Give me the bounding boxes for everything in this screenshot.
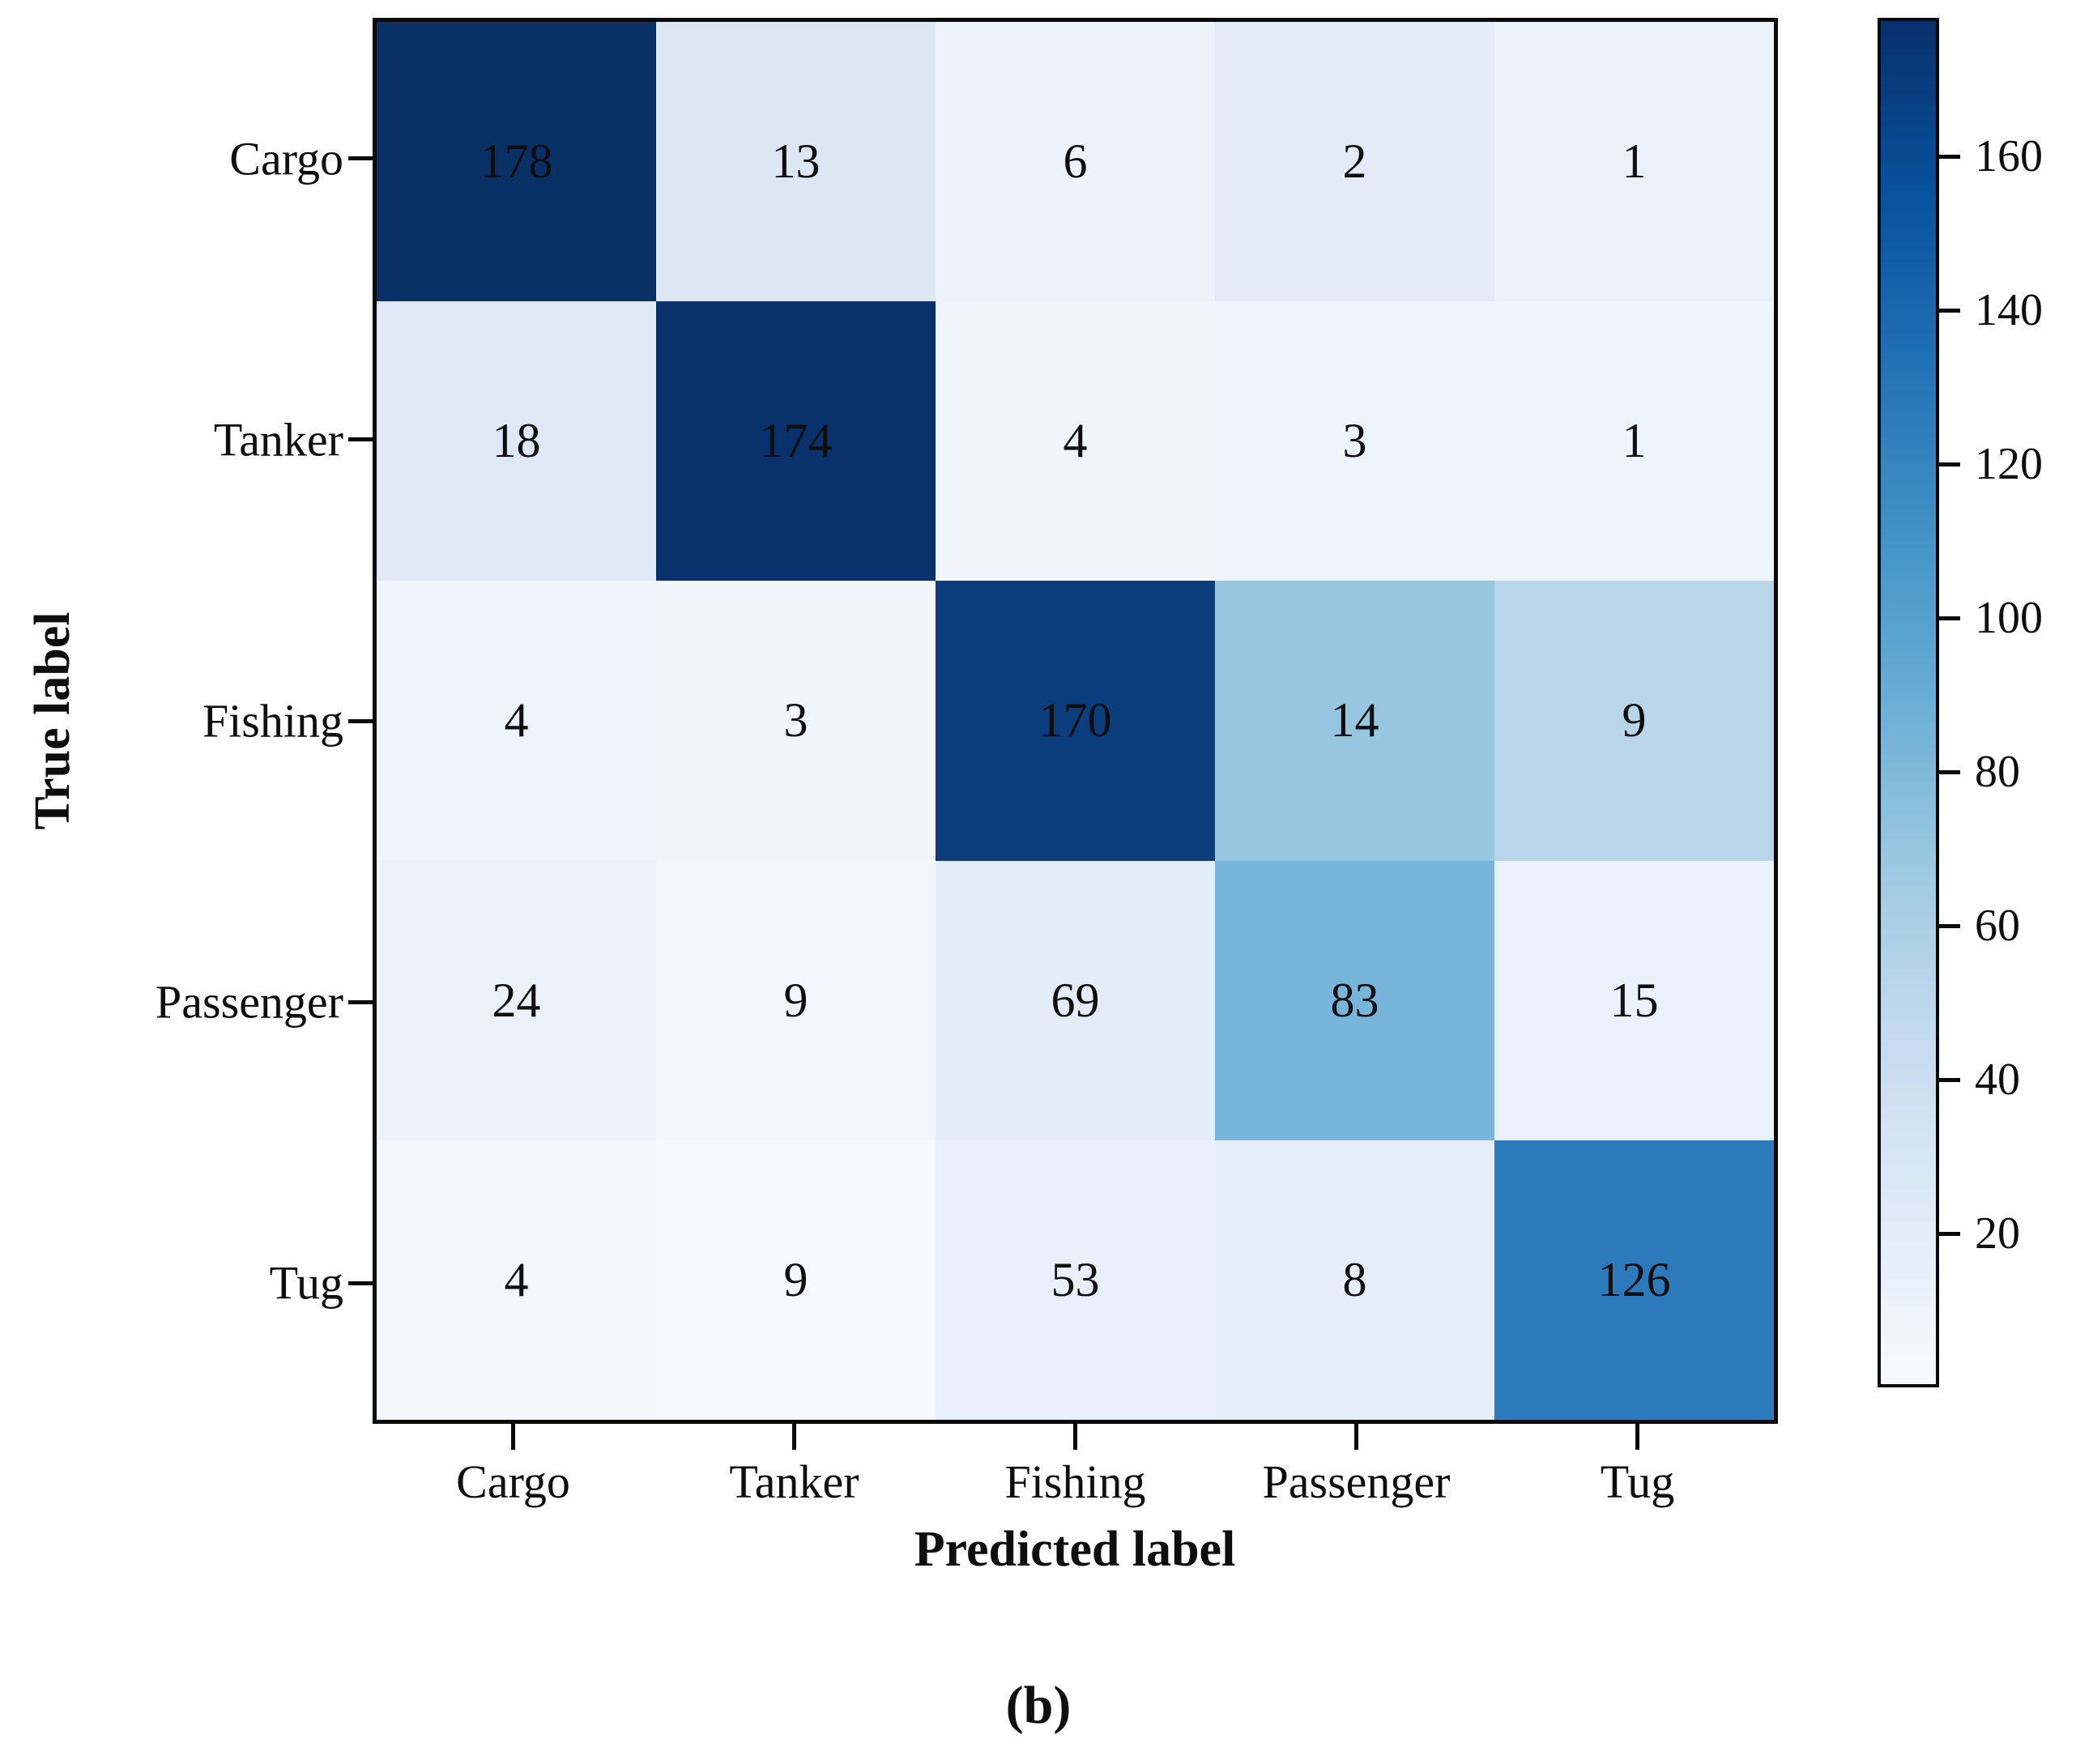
x-axis-tick [1073, 1424, 1077, 1450]
y-axis-tick [348, 1280, 373, 1285]
heatmap-cell: 83 [1215, 860, 1494, 1140]
colorbar-tick-label: 40 [1975, 1055, 2020, 1105]
x-axis-tick-label: Passenger [1262, 1455, 1451, 1508]
x-axis-tick [511, 1424, 515, 1450]
heatmap-cell: 4 [377, 1140, 656, 1420]
y-axis-tick [348, 718, 373, 723]
y-axis-tick-label: Passenger [156, 975, 343, 1029]
heatmap-grid: 178 13 6 2 1 18 174 4 3 1 4 3 170 14 9 24 9 69 83 15 4 9 53 8 12… [373, 18, 1778, 1424]
heatmap-cell: 2 [1215, 22, 1494, 302]
heatmap-cell: 8 [1215, 1140, 1494, 1420]
colorbar-tick-label: 100 [1975, 593, 2043, 643]
heatmap-cell: 18 [377, 301, 656, 582]
heatmap-cell: 3 [1215, 301, 1494, 582]
x-axis-tick-label: Fishing [1004, 1455, 1146, 1508]
heatmap-cell: 126 [1494, 1140, 1774, 1420]
heatmap-cell: 9 [1494, 581, 1774, 861]
colorbar-tick [1937, 923, 1960, 928]
x-axis-tick-label: Cargo [456, 1455, 570, 1508]
heatmap-cell: 4 [936, 301, 1215, 582]
heatmap-cell: 6 [936, 22, 1215, 302]
colorbar-tick [1937, 154, 1960, 159]
heatmap-cell: 53 [936, 1140, 1215, 1420]
y-axis-tick-label: Cargo [229, 132, 343, 185]
x-axis-title: Predicted label [914, 1522, 1236, 1577]
heatmap-cell: 170 [936, 581, 1215, 861]
colorbar-tick-label: 140 [1975, 285, 2043, 335]
colorbar-tick [1937, 308, 1960, 313]
colorbar-tick [1937, 616, 1960, 620]
heatmap-cell: 13 [656, 22, 936, 302]
x-axis-tick [792, 1424, 796, 1450]
colorbar-tick [1937, 1231, 1960, 1236]
colorbar-tick-label: 20 [1975, 1208, 2020, 1259]
heatmap-cell: 174 [656, 301, 936, 582]
y-axis-tick [348, 156, 373, 161]
heatmap-cell: 9 [656, 1140, 936, 1420]
heatmap-cell: 15 [1494, 860, 1774, 1140]
x-axis-tick [1635, 1424, 1639, 1450]
colorbar-tick-label: 160 [1975, 131, 2043, 181]
colorbar-tick [1937, 1077, 1960, 1082]
colorbar-tick-label: 120 [1975, 439, 2043, 489]
colorbar-tick [1937, 462, 1960, 467]
heatmap-cell: 69 [936, 860, 1215, 1140]
y-axis-tick-label: Tug [269, 1256, 343, 1310]
heatmap-cell: 178 [377, 22, 656, 302]
colorbar-tick [1937, 769, 1960, 774]
heatmap-cell: 4 [377, 581, 656, 861]
heatmap-cell: 3 [656, 581, 936, 861]
heatmap-cell: 1 [1494, 301, 1774, 582]
heatmap-cell: 9 [656, 860, 936, 1140]
x-axis-tick [1354, 1424, 1358, 1450]
x-axis-tick-label: Tanker [729, 1455, 859, 1508]
colorbar-tick-label: 80 [1975, 747, 2020, 797]
colorbar [1878, 18, 1939, 1387]
heatmap-cell: 24 [377, 860, 656, 1140]
heatmap-cell: 1 [1494, 22, 1774, 302]
colorbar-tick-label: 60 [1975, 901, 2020, 951]
y-axis-tick-label: Tanker [213, 413, 343, 467]
x-axis-tick-label: Tug [1600, 1455, 1675, 1508]
y-axis-tick [348, 999, 373, 1004]
figure-caption: (b) [1005, 1676, 1072, 1735]
y-axis-tick-label: Fishing [202, 694, 343, 748]
y-axis-tick [348, 437, 373, 442]
heatmap-cell: 14 [1215, 581, 1494, 861]
